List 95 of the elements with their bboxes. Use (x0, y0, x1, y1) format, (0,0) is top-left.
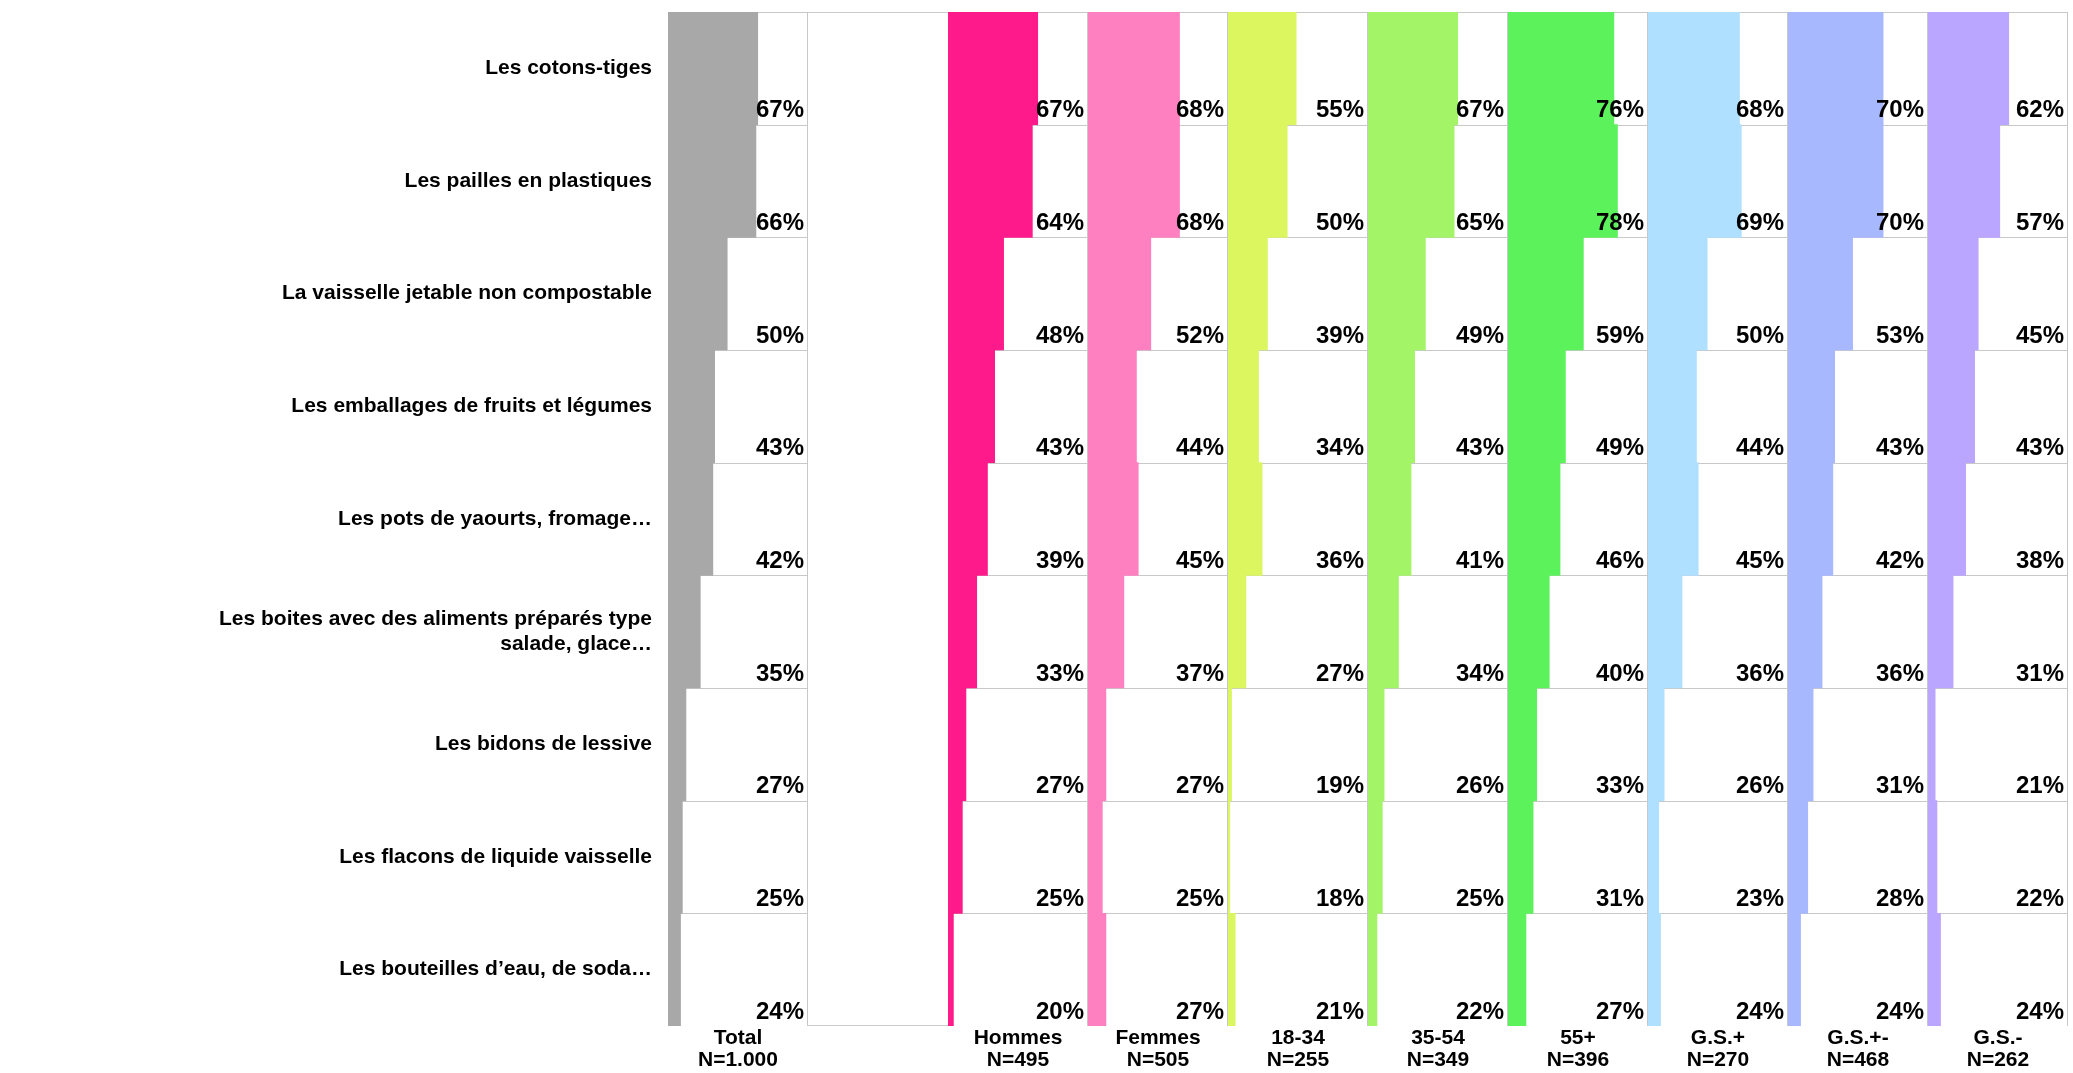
data-label: 50% (755, 320, 804, 348)
data-label: 26% (1735, 771, 1784, 799)
data-label: 45% (2015, 320, 2064, 348)
x-axis-title: G.S.+ N=270 (1685, 1025, 1751, 1070)
data-label: 34% (1455, 658, 1504, 686)
data-label: 31% (1595, 883, 1644, 911)
data-label: 52% (1175, 320, 1224, 348)
data-label: 66% (755, 207, 804, 235)
data-label: 68% (1175, 207, 1224, 235)
y-tick-label: Les pailles en plastiques (404, 167, 652, 191)
x-axis-title: 35-54 N=349 (1405, 1025, 1471, 1070)
data-label: 18% (1315, 883, 1364, 911)
data-label: 28% (1875, 883, 1924, 911)
data-label: 50% (1315, 207, 1364, 235)
data-label: 39% (1035, 545, 1084, 573)
data-label: 68% (1175, 95, 1224, 123)
y-tick-label: Les emballages de fruits et légumes (291, 393, 652, 417)
data-label: 25% (1175, 883, 1224, 911)
data-label: 31% (2015, 658, 2064, 686)
x-axis-title: 18-34 N=255 (1265, 1025, 1331, 1070)
data-label: 36% (1315, 545, 1364, 573)
data-label: 49% (1595, 433, 1644, 461)
data-label: 49% (1455, 320, 1504, 348)
data-label: 22% (1455, 996, 1504, 1024)
data-label: 42% (1875, 545, 1924, 573)
data-label: 41% (1455, 545, 1504, 573)
data-label: 43% (2015, 433, 2064, 461)
data-label: 64% (1035, 207, 1084, 235)
data-label: 43% (1875, 433, 1924, 461)
data-label: 27% (1175, 771, 1224, 799)
data-label: 45% (1735, 545, 1784, 573)
y-tick-label: Les bouteilles d’eau, de soda… (339, 956, 652, 980)
data-label: 25% (1455, 883, 1504, 911)
y-tick-label: Les pots de yaourts, fromage… (338, 505, 652, 529)
x-axis-title: Femmes N=505 (1114, 1025, 1202, 1070)
data-label: 39% (1315, 320, 1364, 348)
data-label: 35% (755, 658, 804, 686)
y-tick-label: Les cotons-tiges (485, 55, 652, 79)
data-label: 27% (1595, 996, 1644, 1024)
data-label: 22% (2015, 883, 2064, 911)
data-label: 70% (1875, 95, 1924, 123)
data-label: 34% (1315, 433, 1364, 461)
data-label: 40% (1595, 658, 1644, 686)
data-label: 21% (1315, 996, 1364, 1024)
data-label: 46% (1595, 545, 1644, 573)
data-label: 24% (1875, 996, 1924, 1024)
x-axis-title: Hommes N=495 (972, 1025, 1064, 1070)
data-label: 27% (1175, 996, 1224, 1024)
data-label: 38% (2015, 545, 2064, 573)
data-label: 43% (1455, 433, 1504, 461)
data-label: 37% (1175, 658, 1224, 686)
x-axis-title: 55+ N=396 (1545, 1025, 1611, 1070)
data-label: 57% (2015, 207, 2064, 235)
data-label: 26% (1455, 771, 1504, 799)
y-tick-label: La vaisselle jetable non compostable (282, 280, 652, 304)
data-label: 36% (1735, 658, 1784, 686)
y-tick-label: Les flacons de liquide vaisselle (339, 843, 652, 867)
y-tick-label: Les bidons de lessive (434, 731, 652, 755)
x-axis-title: Total N=1.000 (697, 1025, 779, 1070)
x-axis-title: G.S.- N=262 (1965, 1025, 2031, 1070)
data-label: 24% (1735, 996, 1784, 1024)
data-label: 33% (1035, 658, 1084, 686)
data-label: 27% (1035, 771, 1084, 799)
data-label: 42% (755, 545, 804, 573)
data-label: 48% (1035, 320, 1084, 348)
data-label: 43% (1035, 433, 1084, 461)
data-label: 33% (1595, 771, 1644, 799)
data-label: 20% (1035, 996, 1084, 1024)
data-label: 59% (1595, 320, 1644, 348)
data-label: 45% (1175, 545, 1224, 573)
data-label: 50% (1735, 320, 1784, 348)
data-label: 44% (1175, 433, 1224, 461)
data-label: 27% (755, 771, 804, 799)
data-label: 43% (755, 433, 804, 461)
x-axis-title: G.S.+- N=468 (1825, 1025, 1891, 1070)
data-label: 53% (1875, 320, 1924, 348)
data-label: 55% (1315, 95, 1364, 123)
data-label: 67% (755, 95, 804, 123)
data-label: 25% (1035, 883, 1084, 911)
data-label: 70% (1875, 207, 1924, 235)
data-label: 62% (2015, 95, 2064, 123)
data-label: 65% (1455, 207, 1504, 235)
y-tick-label: Les boites avec des aliments préparés type salade, glace… (218, 605, 652, 655)
data-label: 21% (2015, 771, 2064, 799)
data-label: 68% (1735, 95, 1784, 123)
data-label: 24% (2015, 996, 2064, 1024)
data-label: 24% (755, 996, 804, 1024)
data-label: 31% (1875, 771, 1924, 799)
data-label: 36% (1875, 658, 1924, 686)
data-label: 44% (1735, 433, 1784, 461)
data-label: 23% (1735, 883, 1784, 911)
data-label: 25% (755, 883, 804, 911)
data-label: 19% (1315, 771, 1364, 799)
data-label: 69% (1735, 207, 1784, 235)
data-label: 27% (1315, 658, 1364, 686)
